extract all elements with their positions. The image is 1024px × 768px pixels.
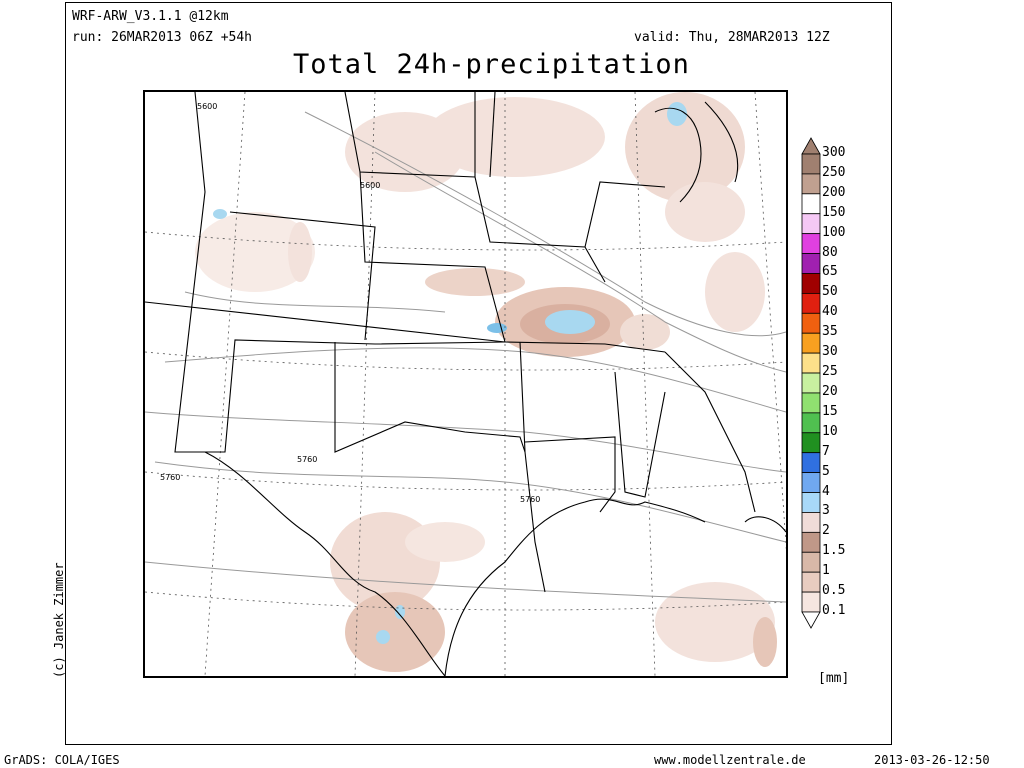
legend-level-label: 300 <box>822 145 846 160</box>
grads-credit: GrADS: COLA/IGES <box>4 753 120 767</box>
plot-frame <box>65 2 892 745</box>
contour-label: 5600 <box>360 181 380 190</box>
legend-cell <box>801 531 821 553</box>
contour-label: 5760 <box>160 473 180 482</box>
legend-cell <box>801 492 821 513</box>
legend-cell <box>801 432 821 454</box>
legend-level-label: 0.5 <box>822 583 846 599</box>
legend-level-label: 5 <box>822 463 830 479</box>
legend-level-label: 80 <box>822 244 838 260</box>
legend-level-label: 20 <box>822 383 838 399</box>
legend-level-label: 0.1 <box>822 603 846 618</box>
legend-cell <box>801 452 821 474</box>
legend-level-label: 15 <box>822 403 838 419</box>
legend-cell <box>801 233 821 254</box>
legend-level-label: 150 <box>822 204 846 220</box>
legend-level-label: 30 <box>822 344 838 360</box>
state-boundaries <box>145 92 756 593</box>
contour-label: 5760 <box>520 495 540 504</box>
legend-cell <box>801 213 821 235</box>
legend-level-label: 25 <box>822 364 838 380</box>
legend-bottom-arrow <box>801 611 821 629</box>
timestamp: 2013-03-26-12:50 <box>874 753 990 767</box>
legend-cell <box>801 591 821 613</box>
legend-level-label: 200 <box>822 184 846 200</box>
legend-cell <box>801 551 821 573</box>
legend-cell <box>801 372 821 394</box>
legend-level-label: 65 <box>822 264 838 280</box>
legend-cell <box>801 512 821 533</box>
website-link[interactable]: www.modellzentrale.de <box>654 753 806 767</box>
legend-level-label: 50 <box>822 284 838 300</box>
legend-level-label: 10 <box>822 423 838 439</box>
legend-level-label: 3 <box>822 503 830 519</box>
lat-lon-grid <box>145 92 786 676</box>
coastline <box>204 101 786 676</box>
legend-level-label: 250 <box>822 164 846 180</box>
run-label: run: 26MAR2013 06Z +54h <box>72 30 253 45</box>
valid-label: valid: Thu, 28MAR2013 12Z <box>634 30 830 45</box>
legend-cell <box>801 472 821 493</box>
legend-cell <box>801 292 821 314</box>
legend-cell <box>801 312 821 334</box>
legend-cell <box>801 153 821 175</box>
legend-level-label: 1.5 <box>822 543 846 559</box>
legend-cell <box>801 412 821 434</box>
contour-label: 5600 <box>197 102 217 111</box>
legend-level-label: 100 <box>822 224 846 240</box>
legend-level-label: 1 <box>822 563 830 579</box>
color-legend-bar <box>801 137 821 629</box>
author-credit: (c) Janek Zimmer <box>52 562 66 678</box>
legend-cell <box>801 273 821 294</box>
legend-level-label: 2 <box>822 523 830 539</box>
legend-unit: [mm] <box>818 671 850 686</box>
legend-cell <box>801 571 821 593</box>
precipitation-map: 5600 5600 5760 5760 5760 <box>143 90 788 678</box>
legend-cell <box>801 352 821 374</box>
legend-cell <box>801 392 821 414</box>
precipitation-shading <box>195 92 777 672</box>
legend-cell <box>801 332 821 354</box>
contour-label: 5760 <box>297 455 317 464</box>
legend-level-label: 7 <box>822 443 830 459</box>
color-legend <box>801 137 821 629</box>
legend-level-label: 4 <box>822 483 830 499</box>
legend-cell <box>801 193 821 215</box>
model-label: WRF-ARW_V3.1.1 @12km <box>72 9 229 24</box>
legend-top-arrow <box>801 137 821 155</box>
legend-cell <box>801 173 821 195</box>
legend-cell <box>801 253 821 274</box>
legend-level-label: 35 <box>822 324 838 340</box>
map-title: Total 24h-precipitation <box>293 49 690 80</box>
legend-level-label: 40 <box>822 304 838 320</box>
